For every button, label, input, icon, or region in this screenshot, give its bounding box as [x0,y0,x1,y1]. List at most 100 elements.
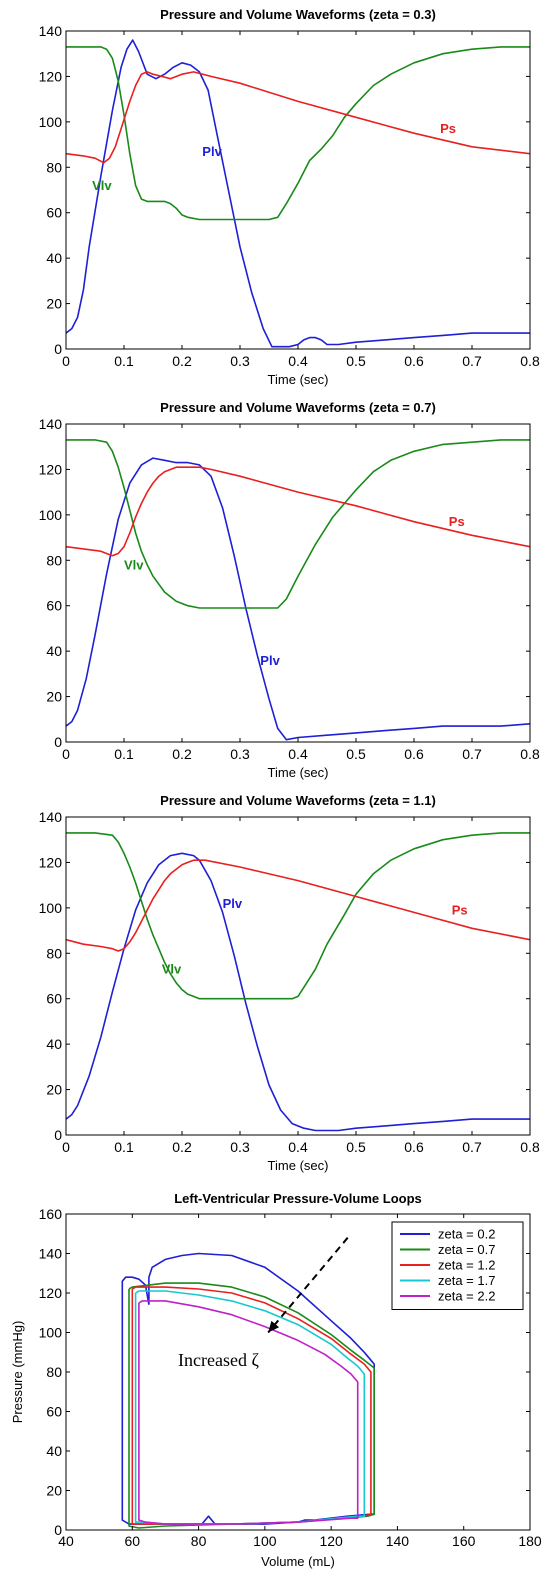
series-line [66,457,530,741]
series-line [66,859,530,952]
y-tick-label: 140 [39,1246,63,1262]
y-tick-label: 80 [46,945,62,961]
series-line [128,1282,375,1529]
y-tick-label: 140 [39,416,63,432]
x-axis-label: Time (sec) [268,1158,329,1173]
x-tick-label: 0.6 [404,353,424,369]
series-line [66,852,530,1132]
annotation-text: Increased ζ [178,1350,259,1370]
x-tick-label: 120 [319,1533,343,1549]
y-tick-label: 120 [39,461,63,477]
chart-3: Pressure and Volume Waveforms (zeta = 1.… [39,793,540,1173]
y-tick-label: 120 [39,1285,63,1301]
y-tick-label: 40 [46,250,62,266]
series-line [138,1300,359,1525]
annotation-arrow [267,1237,349,1334]
annotation-arrowhead [268,1320,280,1333]
y-tick-label: 20 [46,1082,62,1098]
series-label: Ps [449,514,465,529]
x-tick-label: 0.8 [520,1139,540,1155]
y-tick-label: 160 [39,1206,63,1222]
y-tick-label: 0 [54,1522,62,1538]
series-line [134,1290,366,1525]
x-tick-label: 0.1 [114,746,134,762]
y-tick-label: 100 [39,900,63,916]
y-tick-label: 100 [39,114,63,130]
y-tick-label: 60 [46,991,62,1007]
series-label: Plv [260,653,280,668]
y-tick-label: 100 [39,1325,63,1341]
series-label: Plv [202,144,222,159]
x-tick-label: 0.2 [172,746,192,762]
y-axis-label: Pressure (mmHg) [10,1321,25,1424]
series-line [66,71,530,164]
x-tick-label: 160 [452,1533,476,1549]
series-label: Plv [223,896,243,911]
y-tick-label: 100 [39,507,63,523]
series-line [66,46,530,221]
y-tick-label: 40 [46,1443,62,1459]
series-label: Vlv [124,557,144,572]
x-tick-label: 0.3 [230,353,250,369]
y-tick-label: 80 [46,552,62,568]
chart-title: Left-Ventricular Pressure-Volume Loops [174,1191,422,1206]
y-tick-label: 80 [46,159,62,175]
y-tick-label: 140 [39,23,63,39]
x-tick-label: 0.8 [520,746,540,762]
x-tick-label: 0.4 [288,1139,308,1155]
y-tick-label: 40 [46,643,62,659]
axes-frame [65,423,531,743]
x-tick-label: 180 [518,1533,542,1549]
x-tick-label: 0.5 [346,1139,366,1155]
y-tick-label: 60 [46,598,62,614]
series-label: Ps [452,903,468,918]
legend-entry: zeta = 0.7 [438,1242,495,1257]
x-tick-label: 0.3 [230,1139,250,1155]
y-tick-label: 0 [54,341,62,357]
y-tick-label: 20 [46,296,62,312]
x-tick-label: 0.1 [114,353,134,369]
x-tick-label: 0.2 [172,1139,192,1155]
legend-entry: zeta = 1.7 [438,1273,495,1288]
legend-entry: zeta = 0.2 [438,1227,495,1242]
y-tick-label: 140 [39,809,63,825]
x-tick-label: 0.7 [462,1139,482,1155]
x-axis-label: Time (sec) [268,372,329,387]
series-line [121,1252,375,1525]
y-tick-label: 0 [54,1127,62,1143]
x-tick-label: 0.3 [230,746,250,762]
chart-title: Pressure and Volume Waveforms (zeta = 0.… [160,7,436,22]
legend-entry: zeta = 2.2 [438,1289,495,1304]
x-tick-label: 0.4 [288,746,308,762]
series-label: Vlv [92,178,112,193]
y-tick-label: 120 [39,68,63,84]
series-label: Ps [440,121,456,136]
x-tick-label: 0 [62,746,70,762]
legend-entry: zeta = 1.2 [438,1258,495,1273]
x-tick-label: 0.5 [346,353,366,369]
x-tick-label: 0.7 [462,353,482,369]
x-tick-label: 40 [58,1533,74,1549]
x-tick-label: 0.7 [462,746,482,762]
y-tick-label: 60 [46,1404,62,1420]
axes-frame [65,816,531,1136]
y-tick-label: 40 [46,1036,62,1052]
chart-2: Pressure and Volume Waveforms (zeta = 0.… [39,400,540,780]
x-axis-label: Time (sec) [268,765,329,780]
series-line [66,439,530,609]
x-tick-label: 0.6 [404,746,424,762]
y-tick-label: 80 [46,1364,62,1380]
series-line [66,466,530,557]
x-tick-label: 100 [253,1533,277,1549]
x-tick-label: 60 [124,1533,140,1549]
x-tick-label: 80 [191,1533,207,1549]
x-axis-label: Volume (mL) [261,1554,335,1569]
x-tick-label: 0.1 [114,1139,134,1155]
series-line [131,1286,372,1525]
series-line [66,832,530,1000]
y-tick-label: 120 [39,854,63,870]
x-tick-label: 0.5 [346,746,366,762]
axes-frame [65,30,531,350]
